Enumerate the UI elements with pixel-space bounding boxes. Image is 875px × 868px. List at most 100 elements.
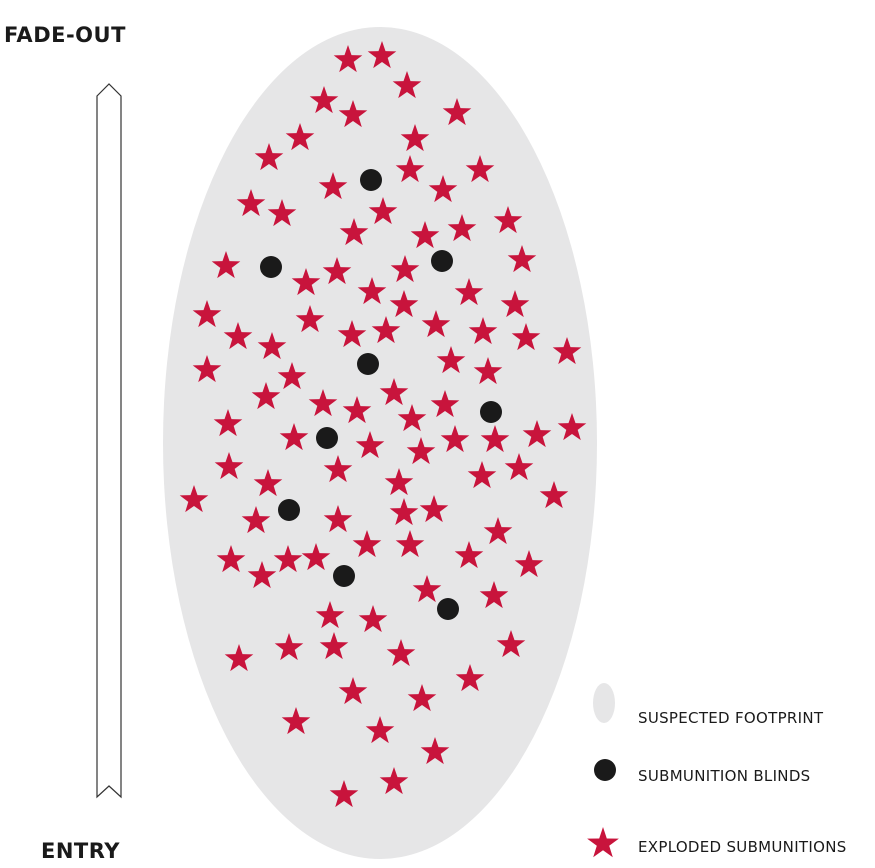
fade-out-label: FADE-OUT: [4, 23, 126, 47]
direction-arrow: [96, 83, 122, 799]
exploded-submunition-star: [367, 41, 397, 69]
exploded-submunition-star: [465, 155, 495, 183]
exploded-submunition-star: [216, 545, 246, 573]
exploded-submunition-star: [483, 517, 513, 545]
exploded-submunition-star: [333, 45, 363, 73]
exploded-submunition-star: [455, 664, 485, 692]
exploded-submunition-star: [308, 389, 338, 417]
legend: SUSPECTED FOOTPRINT SUBMUNITION BLINDS E…: [587, 683, 847, 858]
submunition-blind-dot: [431, 250, 453, 272]
exploded-submunition-star: [479, 581, 509, 609]
markers-layer: [179, 41, 587, 808]
exploded-submunition-star: [371, 316, 401, 344]
exploded-submunition-star: [315, 601, 345, 629]
exploded-submunition-star: [179, 485, 209, 513]
exploded-submunition-star: [419, 495, 449, 523]
exploded-submunition-star: [379, 378, 409, 406]
exploded-submunition-star: [400, 124, 430, 152]
submunition-blind-dot: [316, 427, 338, 449]
exploded-submunition-star: [440, 425, 470, 453]
exploded-submunition-star: [454, 278, 484, 306]
exploded-submunition-star: [267, 199, 297, 227]
exploded-submunition-star: [355, 431, 385, 459]
exploded-submunition-star: [279, 423, 309, 451]
exploded-submunition-star: [390, 255, 420, 283]
exploded-submunition-star: [357, 277, 387, 305]
exploded-submunition-star: [337, 320, 367, 348]
exploded-submunition-star: [322, 257, 352, 285]
exploded-submunition-star: [309, 86, 339, 114]
exploded-submunition-star: [447, 214, 477, 242]
exploded-submunition-star: [214, 452, 244, 480]
exploded-submunition-star: [522, 420, 552, 448]
exploded-submunition-star: [223, 322, 253, 350]
submunition-blind-dot: [360, 169, 382, 191]
exploded-submunition-star: [514, 550, 544, 578]
exploded-submunition-star: [552, 337, 582, 365]
exploded-submunition-star: [386, 639, 416, 667]
submunition-blind-dot: [278, 499, 300, 521]
exploded-submunition-star: [421, 310, 451, 338]
exploded-submunition-star: [428, 175, 458, 203]
exploded-submunition-star: [285, 123, 315, 151]
exploded-submunition-star: [274, 633, 304, 661]
exploded-submunition-star: [277, 362, 307, 390]
entry-label: ENTRY: [41, 839, 120, 863]
exploded-submunition-star: [318, 172, 348, 200]
exploded-submunition-star: [480, 425, 510, 453]
exploded-submunition-star: [329, 780, 359, 808]
exploded-submunition-star: [539, 481, 569, 509]
exploded-submunition-star: [236, 189, 266, 217]
exploded-submunition-star: [281, 707, 311, 735]
exploded-submunition-star: [338, 100, 368, 128]
exploded-submunition-star: [436, 346, 466, 374]
exploded-submunition-star: [301, 543, 331, 571]
submunition-blind-dot: [480, 401, 502, 423]
exploded-submunition-star: [384, 468, 414, 496]
submunition-blind-dot: [333, 565, 355, 587]
exploded-submunition-star: [473, 357, 503, 385]
submunition-blind-dot: [357, 353, 379, 375]
exploded-submunition-star: [406, 437, 436, 465]
star-icon: [587, 827, 619, 858]
legend-blinds-label: SUBMUNITION BLINDS: [638, 767, 811, 785]
exploded-submunition-star: [257, 332, 287, 360]
exploded-submunition-star: [323, 455, 353, 483]
exploded-submunition-star: [251, 382, 281, 410]
exploded-submunition-star: [379, 767, 409, 795]
exploded-submunition-star: [410, 221, 440, 249]
submunition-blind-dot: [260, 256, 282, 278]
exploded-submunition-star: [557, 413, 587, 441]
exploded-submunition-star: [507, 245, 537, 273]
exploded-submunition-star: [504, 453, 534, 481]
exploded-submunition-star: [247, 561, 277, 589]
legend-footprint-label: SUSPECTED FOOTPRINT: [638, 709, 824, 727]
exploded-submunition-star: [467, 461, 497, 489]
exploded-submunition-star: [319, 632, 349, 660]
exploded-submunition-star: [397, 404, 427, 432]
footprint-legend-icon: [593, 683, 615, 723]
exploded-submunition-star: [500, 290, 530, 318]
exploded-submunition-star: [420, 737, 450, 765]
exploded-submunition-star: [253, 469, 283, 497]
exploded-submunition-star: [254, 143, 284, 171]
exploded-submunition-star: [511, 323, 541, 351]
exploded-submunition-star: [389, 290, 419, 318]
exploded-submunition-star: [291, 268, 321, 296]
exploded-submunition-star: [273, 545, 303, 573]
exploded-submunition-star: [368, 197, 398, 225]
exploded-submunition-star: [295, 305, 325, 333]
exploded-submunition-star: [339, 218, 369, 246]
legend-exploded-label: EXPLODED SUBMUNITIONS: [638, 838, 847, 856]
exploded-submunition-star: [241, 506, 271, 534]
exploded-submunition-star: [338, 677, 368, 705]
exploded-submunition-star: [395, 155, 425, 183]
exploded-submunition-star: [211, 251, 241, 279]
exploded-submunition-star: [430, 390, 460, 418]
exploded-submunition-star: [442, 98, 472, 126]
exploded-submunition-star: [407, 684, 437, 712]
exploded-submunition-star: [358, 605, 388, 633]
exploded-submunition-star: [395, 530, 425, 558]
submunition-blind-dot: [437, 598, 459, 620]
